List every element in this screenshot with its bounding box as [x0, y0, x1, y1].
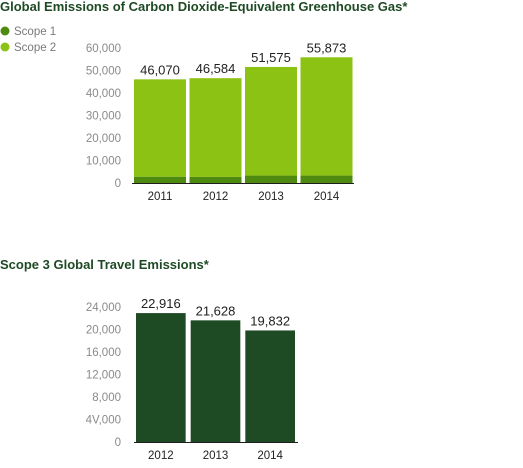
x-tick-label: 2013: [203, 450, 229, 462]
data-label: 46,584: [196, 61, 236, 76]
chart2-plot: 0 4V,000 8,000 12,000 16,000 20,000 24,000 22,9…: [86, 296, 298, 462]
data-label: 55,873: [307, 40, 347, 55]
legend-swatch-scope-1: [0, 26, 10, 36]
y-tick-label: 30,000: [86, 111, 121, 123]
bar-scope-1: [245, 175, 297, 183]
x-tick-label: 2014: [314, 191, 340, 203]
bar: [136, 313, 186, 442]
x-tick-label: 2014: [257, 450, 283, 462]
x-tick-label: 2013: [258, 191, 284, 203]
x-tick-label: 2011: [148, 191, 173, 203]
x-tick-label: 2012: [148, 450, 174, 462]
y-tick-label: 0: [115, 437, 121, 449]
data-label: 22,916: [141, 296, 181, 311]
y-tick-label: 4V,000: [86, 415, 121, 427]
y-tick-label: 40,000: [86, 88, 121, 100]
y-tick-label: 8,000: [92, 392, 121, 404]
y-tick-label: 20,000: [86, 325, 121, 337]
y-tick-label: 50,000: [86, 66, 121, 78]
chart1-legend: Scope 1 Scope 2: [0, 26, 56, 54]
bar-scope-1: [189, 176, 242, 183]
y-tick-label: 0: [115, 178, 121, 190]
data-label: 46,070: [140, 62, 180, 77]
bar: [245, 330, 295, 442]
x-tick-label: 2012: [203, 191, 229, 203]
y-tick-label: 12,000: [86, 370, 121, 382]
legend-label-scope-1: Scope 1: [14, 26, 56, 38]
y-tick-label: 20,000: [86, 133, 121, 145]
bar-scope-2: [300, 57, 353, 176]
legend-swatch-scope-2: [0, 42, 10, 52]
chart2-title: Scope 3 Global Travel Emissions*: [0, 257, 210, 272]
bar-scope-1: [134, 176, 186, 183]
bar: [190, 320, 241, 442]
y-tick-label: 10,000: [86, 156, 121, 168]
data-label: 21,628: [196, 303, 236, 318]
legend-label-scope-2: Scope 2: [14, 42, 56, 54]
bar-scope-2: [134, 79, 186, 177]
chart1-title: Global Emissions of Carbon Dioxide-Equiv…: [0, 0, 408, 14]
bar-scope-2: [245, 66, 297, 176]
chart1-plot: 0 10,000 20,000 30,000 40,000 50,000 60,000 46,…: [86, 40, 354, 203]
data-label: 51,575: [251, 50, 291, 65]
bar-scope-2: [189, 78, 242, 177]
y-tick-label: 60,000: [86, 43, 121, 55]
y-tick-label: 16,000: [86, 347, 121, 359]
y-tick-label: 24,000: [86, 302, 121, 314]
data-label: 19,832: [250, 313, 290, 328]
bar-scope-1: [300, 175, 353, 183]
